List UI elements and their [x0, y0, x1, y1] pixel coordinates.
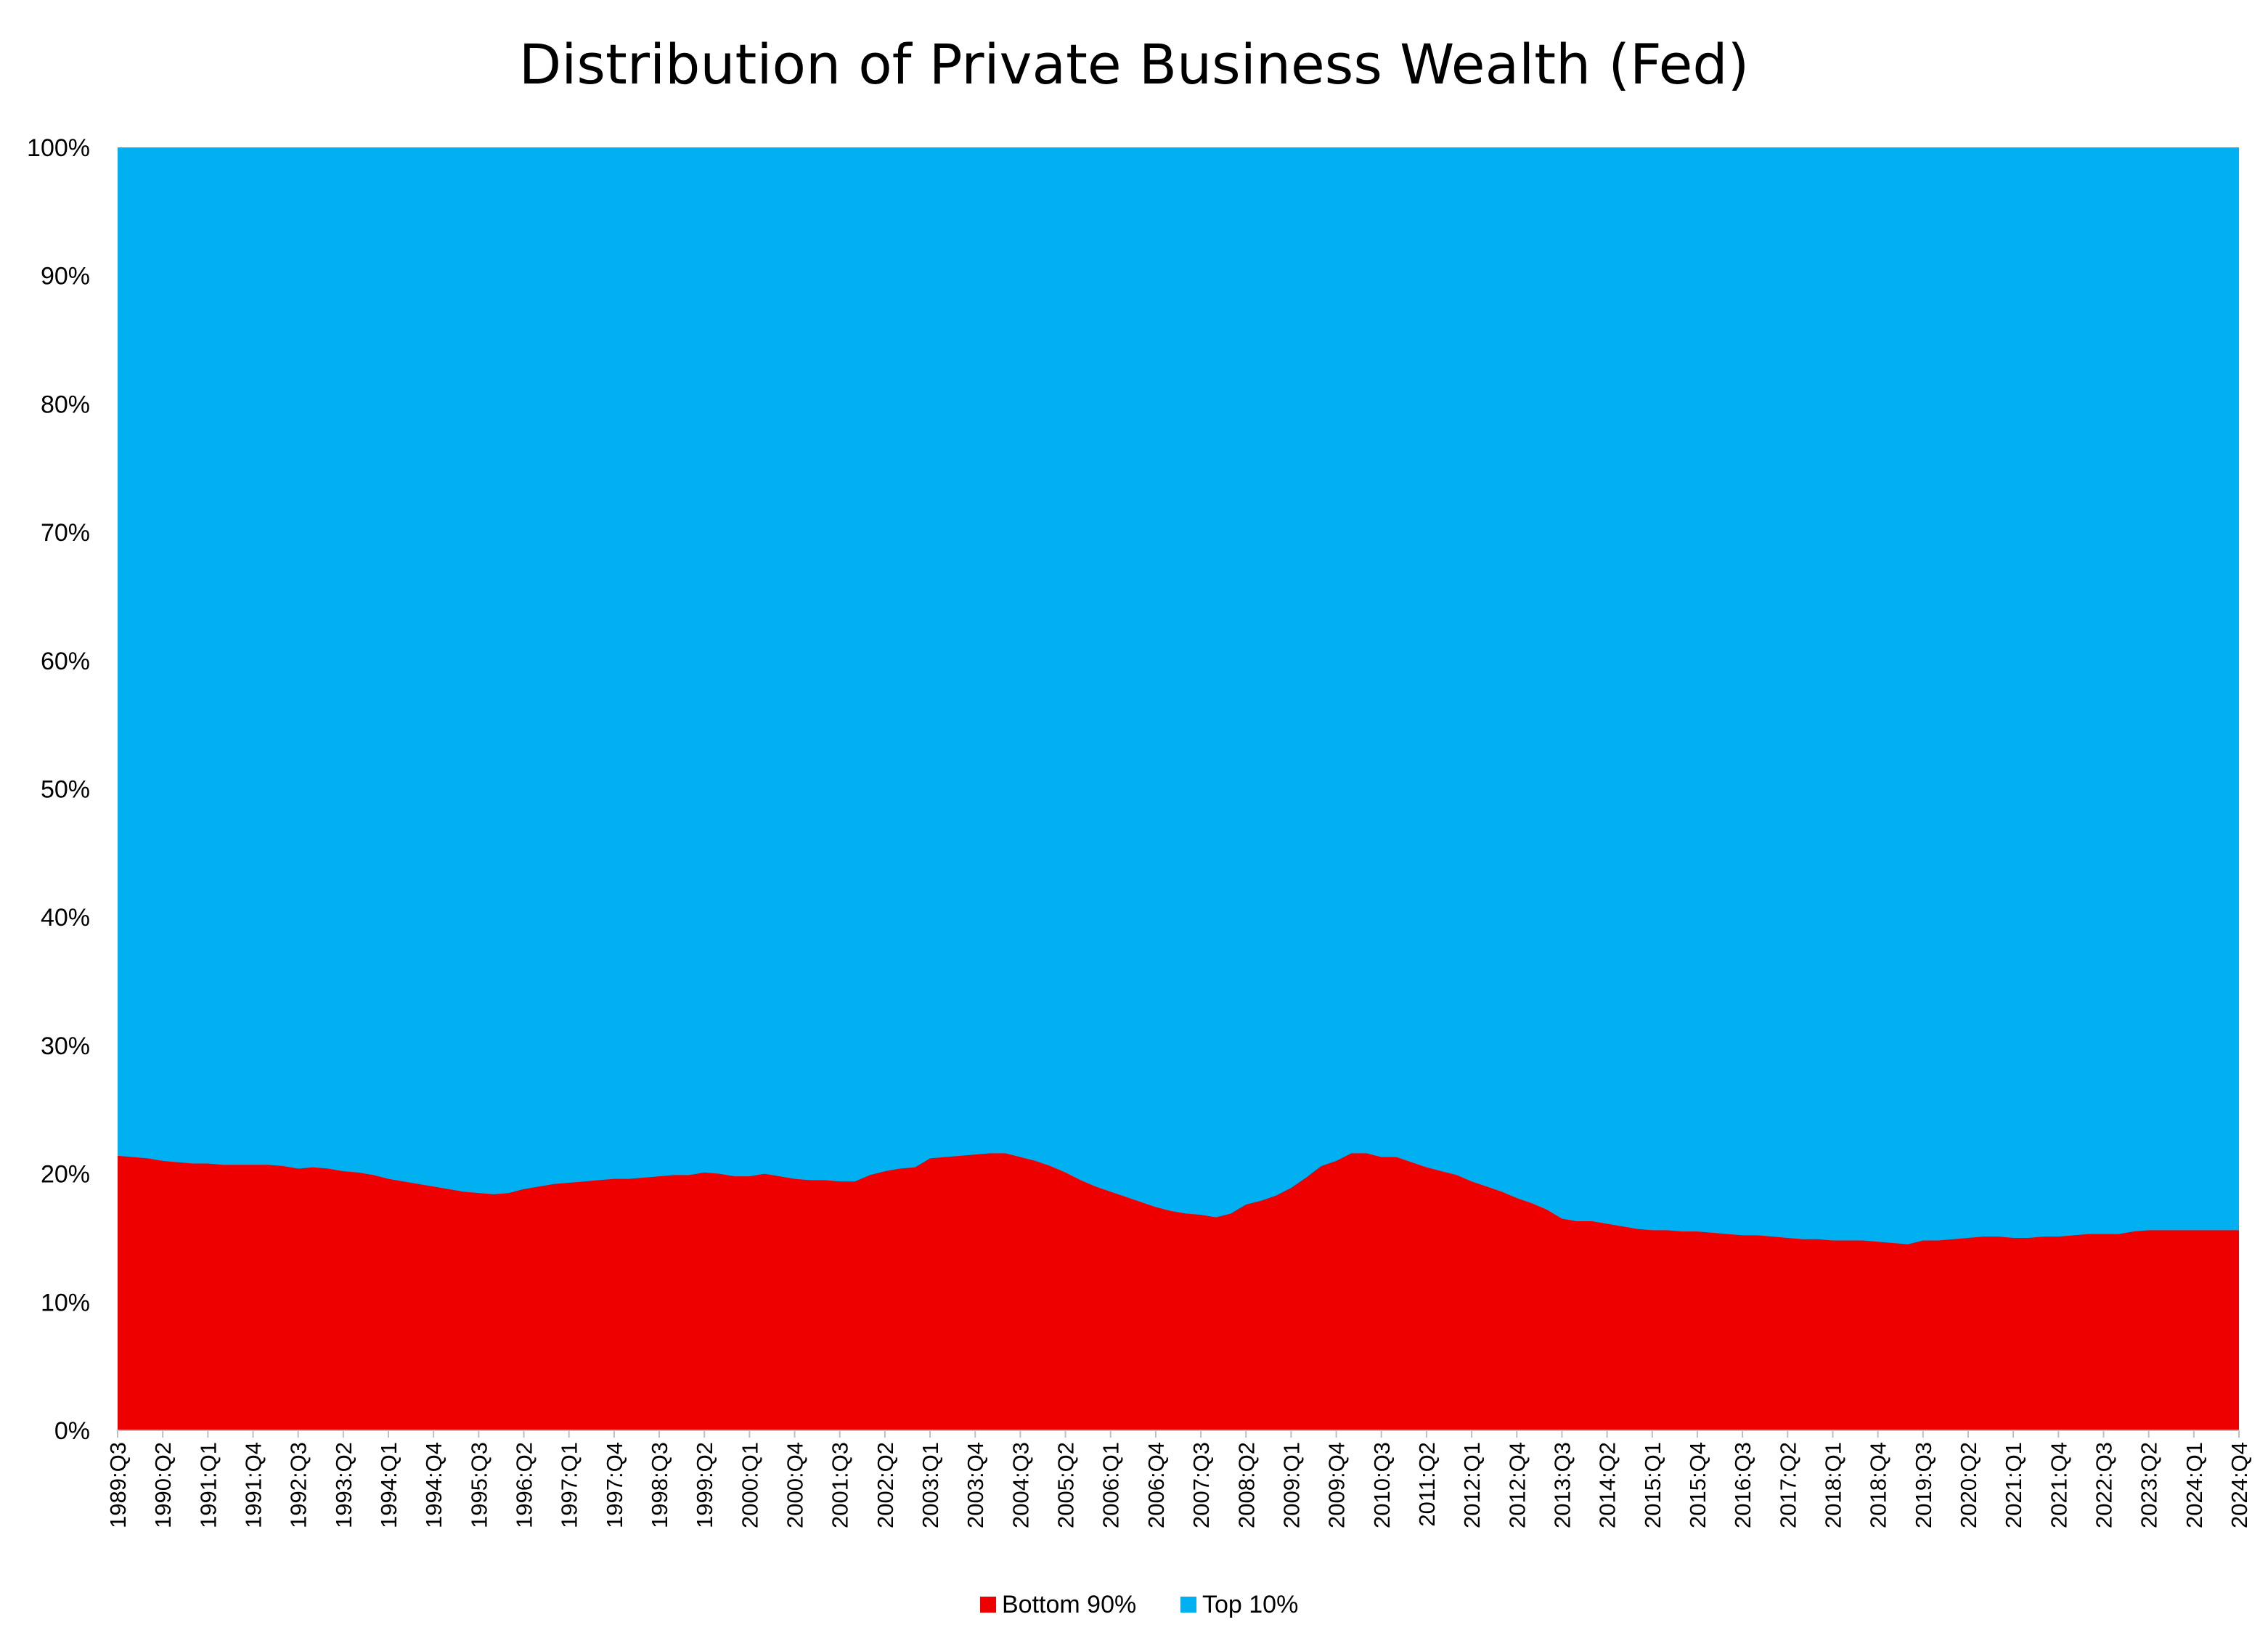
x-tick-label: 2012:Q1	[1459, 1442, 1485, 1528]
plot-area	[118, 147, 2239, 1430]
chart-title: Distribution of Private Business Wealth …	[519, 32, 1750, 97]
x-tick-label: 1990:Q2	[150, 1442, 176, 1528]
x-tick-label: 2024:Q1	[2182, 1442, 2207, 1528]
x-tick-label: 2006:Q4	[1143, 1442, 1169, 1528]
x-tick-label: 2003:Q1	[918, 1442, 943, 1528]
x-tick-label: 2002:Q2	[873, 1442, 898, 1528]
x-tick-label: 2020:Q2	[1956, 1442, 1981, 1528]
y-tick-label: 50%	[41, 776, 90, 804]
x-tick-label: 2001:Q3	[828, 1442, 853, 1528]
x-tick-label: 2018:Q4	[1866, 1442, 1891, 1528]
x-tick-label: 1989:Q3	[105, 1442, 131, 1528]
x-tick-label: 1993:Q2	[331, 1442, 356, 1528]
x-axis: 1989:Q3 1990:Q2 1991:Q1 1991:Q4 1992:Q3 1993:…	[105, 1430, 2252, 1528]
x-tick-label: 2015:Q1	[1640, 1442, 1665, 1528]
y-tick-label: 40%	[41, 904, 90, 932]
x-tick-label: 2000:Q1	[737, 1442, 762, 1528]
x-tick-label: 2021:Q1	[2001, 1442, 2026, 1528]
y-axis: 0% 10% 20% 30% 40% 50% 60% 70% 80% 90% 100%	[27, 134, 90, 1445]
x-tick-label: 2019:Q3	[1911, 1442, 1936, 1528]
y-tick-label: 20%	[41, 1161, 90, 1189]
x-tick-label: 2006:Q1	[1098, 1442, 1124, 1528]
x-tick-label: 1997:Q4	[602, 1442, 627, 1528]
x-tick-label: 2004:Q3	[1008, 1442, 1033, 1528]
bottom-90-area	[118, 1153, 2239, 1430]
legend-swatch-top-10	[1180, 1597, 1196, 1613]
x-tick-label: 2012:Q4	[1504, 1442, 1530, 1528]
x-tick-label: 2023:Q2	[2137, 1442, 2162, 1528]
x-tick-label: 2000:Q4	[783, 1442, 808, 1528]
x-tick-label: 1991:Q1	[195, 1442, 221, 1528]
x-tick-label: 1999:Q2	[692, 1442, 717, 1528]
x-tick-label: 1994:Q4	[421, 1442, 446, 1528]
x-tick-label: 2003:Q4	[963, 1442, 988, 1528]
y-tick-label: 30%	[41, 1032, 90, 1060]
x-tick-label: 1996:Q2	[512, 1442, 537, 1528]
y-tick-label: 100%	[27, 134, 90, 162]
x-tick-label: 2008:Q2	[1233, 1442, 1259, 1528]
x-tick-label: 2021:Q4	[2046, 1442, 2071, 1528]
x-tick-label: 2005:Q2	[1053, 1442, 1079, 1528]
x-tick-label: 2011:Q2	[1414, 1442, 1440, 1527]
x-tick-label: 2018:Q1	[1820, 1442, 1845, 1528]
x-tick-label: 1994:Q1	[376, 1442, 401, 1528]
x-tick-label: 1992:Q3	[286, 1442, 311, 1528]
y-tick-label: 90%	[41, 263, 90, 290]
x-tick-label: 1991:Q4	[241, 1442, 266, 1528]
x-tick-label: 2015:Q4	[1685, 1442, 1710, 1528]
y-tick-label: 0%	[54, 1417, 90, 1445]
y-tick-label: 10%	[41, 1289, 90, 1316]
x-tick-label: 1995:Q3	[466, 1442, 491, 1528]
x-tick-label: 2009:Q1	[1278, 1442, 1304, 1528]
x-tick-label: 2013:Q3	[1549, 1442, 1575, 1528]
x-tick-label: 2017:Q2	[1775, 1442, 1800, 1528]
y-tick-label: 70%	[41, 519, 90, 547]
legend: Bottom 90% Top 10%	[980, 1591, 1298, 1618]
y-tick-label: 80%	[41, 391, 90, 418]
legend-swatch-bottom-90	[980, 1597, 996, 1613]
y-tick-label: 60%	[41, 648, 90, 675]
x-tick-label: 1998:Q3	[647, 1442, 672, 1528]
x-tick-label: 2010:Q3	[1369, 1442, 1395, 1528]
x-tick-label: 2007:Q3	[1188, 1442, 1214, 1528]
legend-label-top-10: Top 10%	[1202, 1591, 1298, 1618]
x-tick-label: 2024:Q4	[2227, 1442, 2252, 1528]
x-tick-label: 1997:Q1	[557, 1442, 582, 1528]
x-tick-label: 2016:Q3	[1730, 1442, 1755, 1528]
x-tick-label: 2022:Q3	[2091, 1442, 2116, 1528]
legend-label-bottom-90: Bottom 90%	[1002, 1591, 1136, 1618]
x-tick-label: 2009:Q4	[1324, 1442, 1350, 1528]
x-tick-label: 2014:Q2	[1595, 1442, 1620, 1528]
